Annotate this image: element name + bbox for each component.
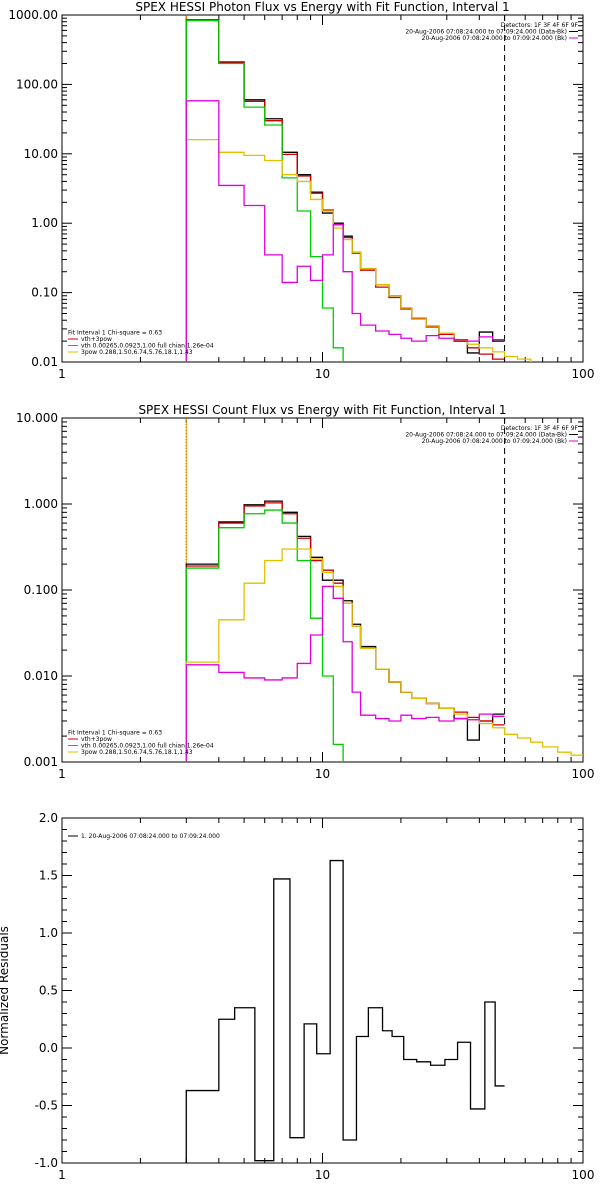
chart-title: SPEX HESSI Photon Flux vs Energy with Fi… xyxy=(135,0,509,14)
legend-entry: vth+3pow xyxy=(81,736,112,743)
x-tick-label: 10 xyxy=(315,767,330,781)
spectrum-series xyxy=(185,548,583,762)
legend: 1. 20-Aug-2006 07:08:24.000 to 07:09:24.… xyxy=(68,833,220,840)
x-tick-label: 1 xyxy=(58,1168,66,1182)
y-axis-ticks xyxy=(62,817,583,1164)
legend-header: Detectors: 1F 3F 4F 6F 9F xyxy=(501,425,579,432)
legend-entry: 20-Aug-2006 07:08:24.000 to 07:09:24.000… xyxy=(405,432,567,439)
legend: Fit Interval 1 Chi-square = 0.63vth+3pow… xyxy=(68,730,214,756)
y-tick-label: -0.5 xyxy=(35,1099,58,1113)
legend-entry: 20-Aug-2006 07:08:24.000 to 07:09:24.000… xyxy=(422,438,567,445)
y-tick-label: 10.000 xyxy=(16,411,58,425)
x-tick-label: 100 xyxy=(572,367,595,381)
y-axis-ticks xyxy=(62,17,583,363)
x-tick-label: 100 xyxy=(572,767,595,781)
series-group xyxy=(185,859,505,1163)
legend-entry: 20-Aug-2006 07:08:24.000 to 07:09:24.000… xyxy=(405,29,567,36)
legend-entry: 20-Aug-2006 07:08:24.000 to 07:09:24.000… xyxy=(422,35,567,42)
y-tick-label: 10.00 xyxy=(24,147,58,161)
x-tick-label: 1 xyxy=(58,767,66,781)
y-tick-label: 0.5 xyxy=(39,984,58,998)
spectrum-series xyxy=(185,859,505,1163)
y-tick-label: 0.010 xyxy=(24,669,58,683)
x-tick-label: 1 xyxy=(58,367,66,381)
y-tick-label: 1.000 xyxy=(24,497,58,511)
y-tick-label: 1000.00 xyxy=(8,8,58,22)
legend-entry: 3pow 0.288,1.50,6.74,5.76,18.1,1.43 xyxy=(81,349,193,356)
legend-entry: 1. 20-Aug-2006 07:08:24.000 to 07:09:24.… xyxy=(81,833,220,840)
y-tick-label: 1.5 xyxy=(39,869,58,883)
legend-header: Fit Interval 1 Chi-square = 0.63 xyxy=(68,330,162,337)
legend-entry: vth+3pow xyxy=(81,336,112,343)
series-group xyxy=(185,500,583,762)
y-tick-label: 0.001 xyxy=(24,755,58,769)
legend-entry: vth 0.00265,0.0923,1.00 full chian 1.26e… xyxy=(81,343,214,350)
legend-header: Detectors: 1F 3F 4F 6F 9F xyxy=(501,22,579,29)
y-tick-label: 2.0 xyxy=(39,811,58,825)
legend-header: Fit Interval 1 Chi-square = 0.63 xyxy=(68,730,162,737)
x-axis-ticks xyxy=(61,15,572,362)
series-group xyxy=(185,19,532,362)
y-tick-label: -1.0 xyxy=(35,1156,58,1170)
y-tick-label: 1.00 xyxy=(31,216,58,230)
count-flux-panel: SPEX HESSI Count Flux vs Energy with Fit… xyxy=(16,403,594,781)
residuals-panel: Normalized Residuals 1 10 100 -1.0 -0.5 0.0 0.5… xyxy=(0,811,594,1182)
x-tick-label: 100 xyxy=(572,1168,595,1182)
y-tick-label: 0.0 xyxy=(39,1041,58,1055)
y-tick-label: 100.00 xyxy=(16,77,58,91)
x-tick-label: 10 xyxy=(315,367,330,381)
legend: Fit Interval 1 Chi-square = 0.63vth+3pow… xyxy=(68,330,214,356)
y-axis-ticks xyxy=(62,421,583,763)
y-axis-label: Normalized Residuals xyxy=(0,926,11,1055)
y-tick-label: 0.10 xyxy=(31,286,58,300)
legend-entry: 3pow 0.288,1.50,6.74,5.76,18.1,1.43 xyxy=(81,749,193,756)
legend-entry: vth 0.00265,0.0923,1.00 full chian 1.26e… xyxy=(81,743,214,750)
x-axis-ticks xyxy=(61,818,572,1163)
y-tick-label: 0.100 xyxy=(24,583,58,597)
spectrum-series xyxy=(185,100,505,362)
y-tick-label: 0.01 xyxy=(31,355,58,369)
chart-title: SPEX HESSI Count Flux vs Energy with Fit… xyxy=(138,403,506,417)
spectrum-series xyxy=(185,585,505,762)
y-tick-label: 1.0 xyxy=(39,926,58,940)
spectrum-series xyxy=(185,138,532,362)
spectrum-series xyxy=(185,509,344,762)
x-tick-label: 10 xyxy=(315,1168,330,1182)
photon-flux-panel: SPEX HESSI Photon Flux vs Energy with Fi… xyxy=(8,0,595,381)
